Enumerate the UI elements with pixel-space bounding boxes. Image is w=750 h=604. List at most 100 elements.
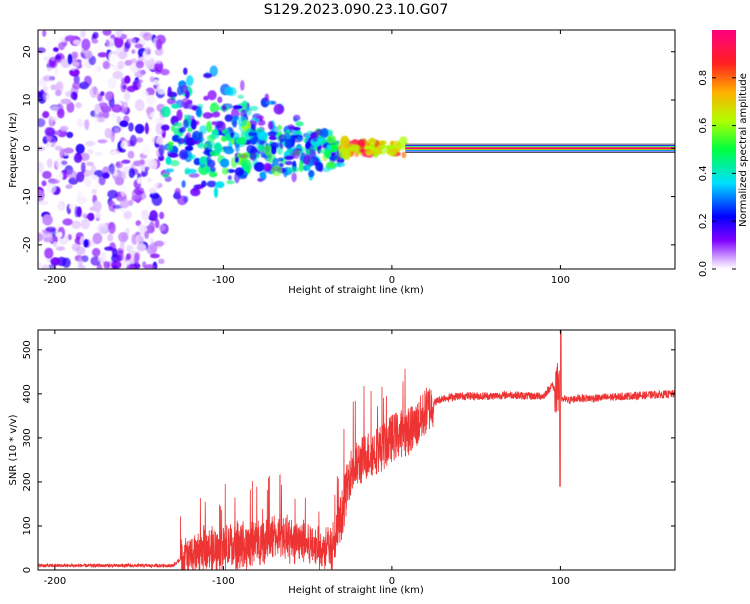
spectrogram-cell [75,143,85,154]
spectrogram-cell [55,89,62,97]
spectrogram-cell [45,226,57,233]
spectrogram-cell [63,147,74,154]
spectrogram-cell [62,218,73,226]
spectrogram-cell [365,149,376,156]
spectrogram-cell [48,178,60,184]
spectrogram-cell [97,139,108,144]
spectrogram-cell [179,126,186,133]
spectrogram-cell [340,135,350,148]
spectrogram-cell [120,81,127,93]
spectrogram-cell [176,195,188,206]
spectrogram-cell [92,200,102,213]
spectrogram-cell [38,200,49,206]
spectrogram-cell [326,135,336,144]
spectrogram-cell [221,167,229,175]
spectrogram-cell [84,176,92,187]
spectrogram-cell [44,247,54,259]
colorbar-label: Normalized spectral amplitude [738,73,749,227]
spectrogram-cell [124,75,131,84]
spectrogram-cell [354,153,359,158]
spectrogram-cell [55,82,63,90]
spectrogram-cell [257,131,268,141]
spectrogram-cell [311,131,319,143]
x-tick-label: -100 [212,275,235,286]
spectrogram-cell [162,173,169,178]
spectrogram-cell [217,96,223,104]
spectrogram-cell [154,63,162,70]
spectrogram-cell [205,140,216,150]
spectrogram-cell [149,179,159,189]
spectrogram-cell [291,172,297,183]
spectrogram-cell [273,103,285,115]
colorbar-tick-label: 0.0 [698,261,709,277]
spectrogram-cell [202,112,213,119]
spectrogram-cell [227,175,232,181]
y-tick-label: 300 [22,428,33,447]
spectrogram-cell [142,32,153,41]
spectrogram-cell [233,115,239,121]
colorbar-tick-label: 0.6 [698,118,709,134]
spectrogram-cell [91,247,101,257]
spectrogram-cell [226,180,235,185]
spectrogram-cell [84,119,90,131]
spectrogram-cell [96,223,108,235]
spectrogram-cell [42,30,47,37]
spectrogram-cell [210,166,216,172]
spectrogram-cell [186,75,194,87]
spectrogram-cell [181,180,186,188]
spectrogram-cell [224,86,234,96]
snr-x-axis-label: Height of straight line (km) [288,585,424,596]
spectrogram-cell [71,220,81,230]
spectrogram-cell [98,102,109,108]
spectrogram-cell [67,234,72,241]
spectrogram-cell [76,246,86,255]
spectrogram-cell [134,252,140,265]
spectrogram-cell [192,130,201,141]
spectrogram-cell [284,155,294,160]
spectrogram-cell [361,148,367,157]
spectrogram-cell [303,154,311,166]
spectrogram-cell [166,97,176,105]
spectrogram-cell [80,30,86,39]
spectrogram-cell [83,102,91,110]
spectrogram-cell [102,61,110,70]
spectrogram-cell [157,155,165,162]
spectrogram-cell [145,58,156,70]
spectrogram-cell [271,100,277,105]
x-tick-label: -200 [44,576,67,587]
spectrogram-cell [67,53,73,65]
spectrogram-cell [123,210,132,220]
spectrogram-cell [190,187,201,197]
spectrogram-cell [66,131,74,139]
spectrogram-cell [121,159,131,164]
spectrogram-cell [232,105,243,110]
spectrogram-cell [55,246,66,251]
spectrogram-cell [236,137,247,145]
spectrogram-cell [183,67,188,75]
spectrogram-cell [137,177,142,184]
spectrogram-cell [85,94,92,103]
spectrogram-cell [183,114,192,119]
spectrogram-cell [104,105,112,113]
spectrogram-cell [61,160,68,166]
spectrogram-cell [89,86,99,98]
spectrogram-cell [156,136,164,145]
spectrogram-cell [117,60,125,69]
y-tick-label: -20 [22,237,33,253]
x-tick-label: -100 [212,576,235,587]
snr-axes: -200 -100 0 100 0 100 200 300 400 500 [22,330,675,587]
spectrogram-cell [237,116,248,127]
spectrogram-cell [296,136,303,141]
spectrogram-cell [50,257,61,266]
spectrogram-cell [290,134,296,146]
spectrogram-cell [140,90,149,98]
spectrogram-cell [284,160,294,166]
spectrogram-cell [154,240,165,247]
spectrogram-cell [144,166,150,171]
spectrogram-cell [101,202,109,215]
spectrogram-cell [326,161,337,169]
spectrogram-cell [232,119,238,128]
spectrogram-cell [197,143,207,149]
